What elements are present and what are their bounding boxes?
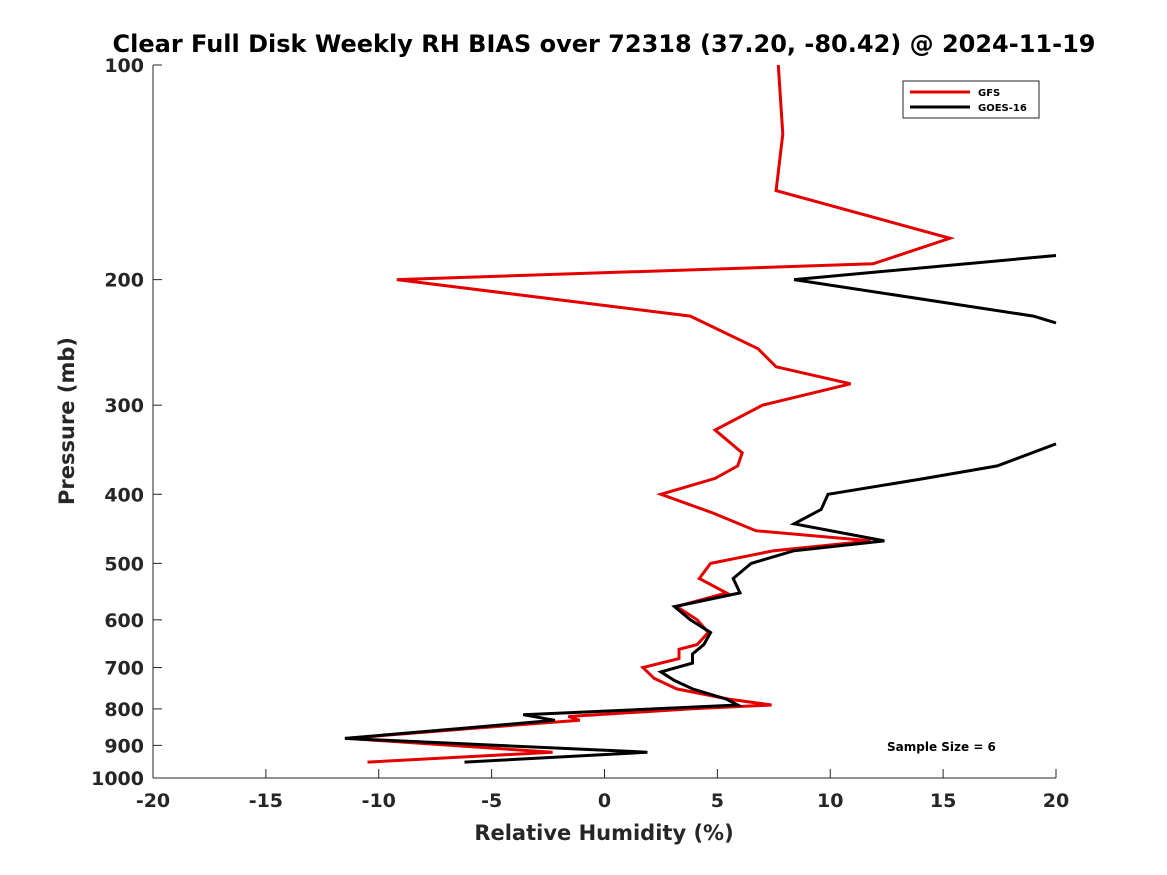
x-tick-label: -5 <box>481 790 502 812</box>
y-tick-label: 900 <box>104 735 144 757</box>
y-tick-label: 300 <box>104 395 144 417</box>
x-axis-label: Relative Humidity (%) <box>474 821 733 845</box>
y-tick-label: 800 <box>104 699 144 721</box>
x-tick-label: 15 <box>930 790 956 812</box>
legend-label-gfs: GFS <box>978 88 1000 99</box>
legend: GFS GOES-16 <box>902 80 1040 119</box>
y-axis-label: Pressure (mb) <box>55 337 79 505</box>
x-tick-label: 10 <box>817 790 843 812</box>
x-tick-label: 20 <box>1043 790 1069 812</box>
y-tick-label: 500 <box>104 553 144 575</box>
y-tick-label: 700 <box>104 658 144 680</box>
series-line-gfs-0 <box>346 64 956 764</box>
chart-title: Clear Full Disk Weekly RH BIAS over 7231… <box>113 30 1096 58</box>
y-tick-label: 100 <box>104 55 144 77</box>
x-tick-label: -10 <box>362 790 396 812</box>
series-layer <box>344 64 1057 764</box>
legend-label-goes16: GOES-16 <box>978 103 1027 114</box>
series-line-goes16-1 <box>344 442 1057 764</box>
y-tick-label: 1000 <box>91 768 144 790</box>
x-tick-label: -20 <box>136 790 170 812</box>
x-tick-label: 0 <box>598 790 611 812</box>
series-line-goes16-0 <box>793 254 1057 325</box>
axes-layer: -20 -15 -10 -5 0 5 10 15 20 100 200 300 400 500 600 700… <box>91 55 1069 812</box>
x-tick-label: 5 <box>711 790 724 812</box>
sample-size-annotation: Sample Size = 6 <box>887 740 996 754</box>
y-tick-label: 200 <box>104 270 144 292</box>
x-tick-label: -15 <box>249 790 283 812</box>
y-tick-label: 400 <box>104 484 144 506</box>
legend-box <box>902 80 1040 119</box>
plot-area <box>153 65 1056 778</box>
y-tick-label: 600 <box>104 610 144 632</box>
